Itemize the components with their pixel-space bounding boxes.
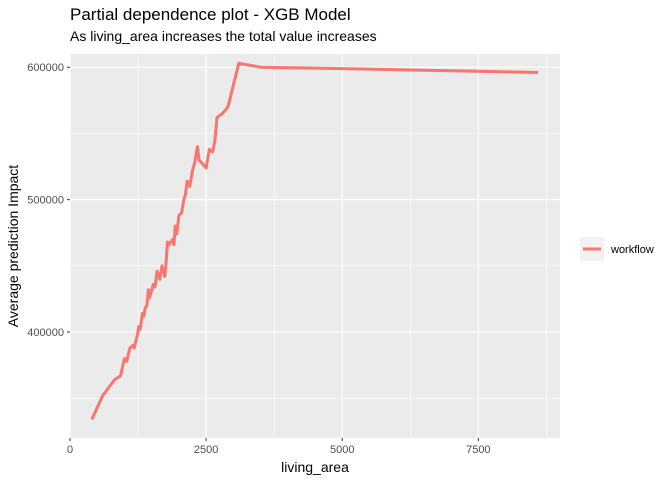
legend: workflow (580, 237, 654, 261)
x-axis-title: living_area (281, 459, 349, 475)
y-tick-label: 400000 (27, 327, 64, 339)
y-axis: 400000 500000 600000 (27, 62, 70, 339)
series-layer (90, 61, 539, 421)
grid-major (69, 54, 560, 438)
chart-title: Partial dependence plot - XGB Model (70, 5, 351, 24)
plot-panel (70, 54, 560, 438)
legend-label: workflow (610, 244, 654, 256)
x-tick-label: 0 (67, 444, 73, 456)
y-tick-label: 600000 (27, 62, 64, 74)
x-tick-label: 7500 (466, 444, 490, 456)
series-line-workflow (90, 61, 539, 421)
y-axis-title: Average prediction Impact (5, 165, 21, 327)
x-tick-label: 2500 (194, 444, 218, 456)
y-tick-label: 500000 (27, 195, 64, 207)
x-tick-label: 5000 (330, 444, 354, 456)
x-axis: 0 2500 5000 7500 (67, 438, 491, 456)
chart-subtitle: As living_area increases the total value… (70, 28, 377, 44)
